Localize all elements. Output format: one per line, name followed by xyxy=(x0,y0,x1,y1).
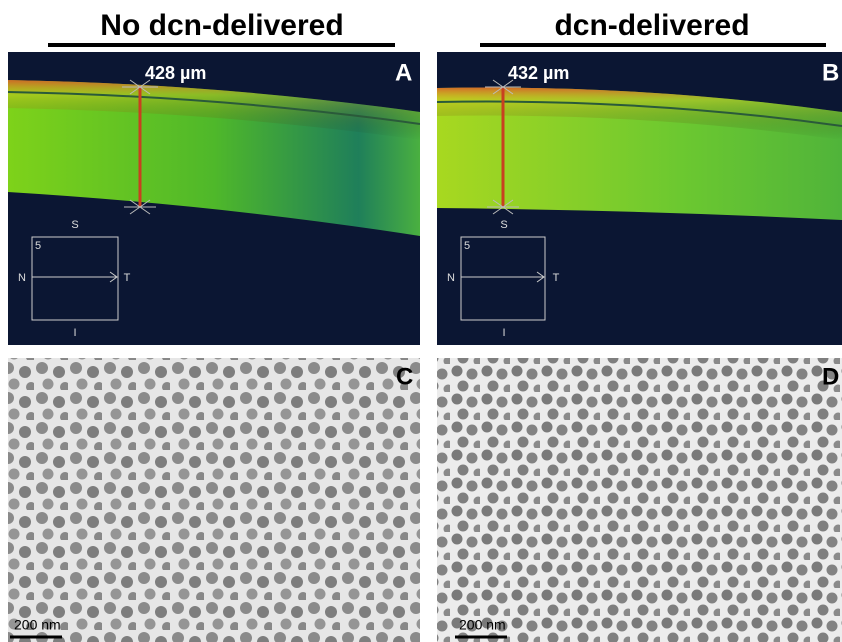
orientation-label: S xyxy=(500,219,507,231)
panel-label: D xyxy=(822,363,839,390)
scan-number: 5 xyxy=(464,240,470,252)
thickness-label: 432 µm xyxy=(508,63,569,83)
column-header: dcn-delivered xyxy=(554,9,749,42)
panel-label: C xyxy=(396,363,413,390)
oct-panel xyxy=(437,52,842,345)
tem-image xyxy=(437,358,842,642)
orientation-label: T xyxy=(124,272,131,284)
panel-label: A xyxy=(395,59,412,86)
orientation-label: N xyxy=(18,272,26,284)
scale-bar-label: 200 nm xyxy=(14,617,61,633)
thickness-label: 428 µm xyxy=(145,63,206,83)
scan-number: 5 xyxy=(35,240,41,252)
tem-image xyxy=(8,358,420,642)
orientation-label: T xyxy=(553,272,560,284)
oct-panel xyxy=(8,52,420,345)
scale-bar-label: 200 nm xyxy=(459,617,506,633)
orientation-label: S xyxy=(71,219,78,231)
panel-label: B xyxy=(822,59,839,86)
orientation-label: I xyxy=(73,327,76,339)
orientation-label: I xyxy=(502,327,505,339)
orientation-label: N xyxy=(447,272,455,284)
column-header: No dcn-delivered xyxy=(100,9,343,42)
